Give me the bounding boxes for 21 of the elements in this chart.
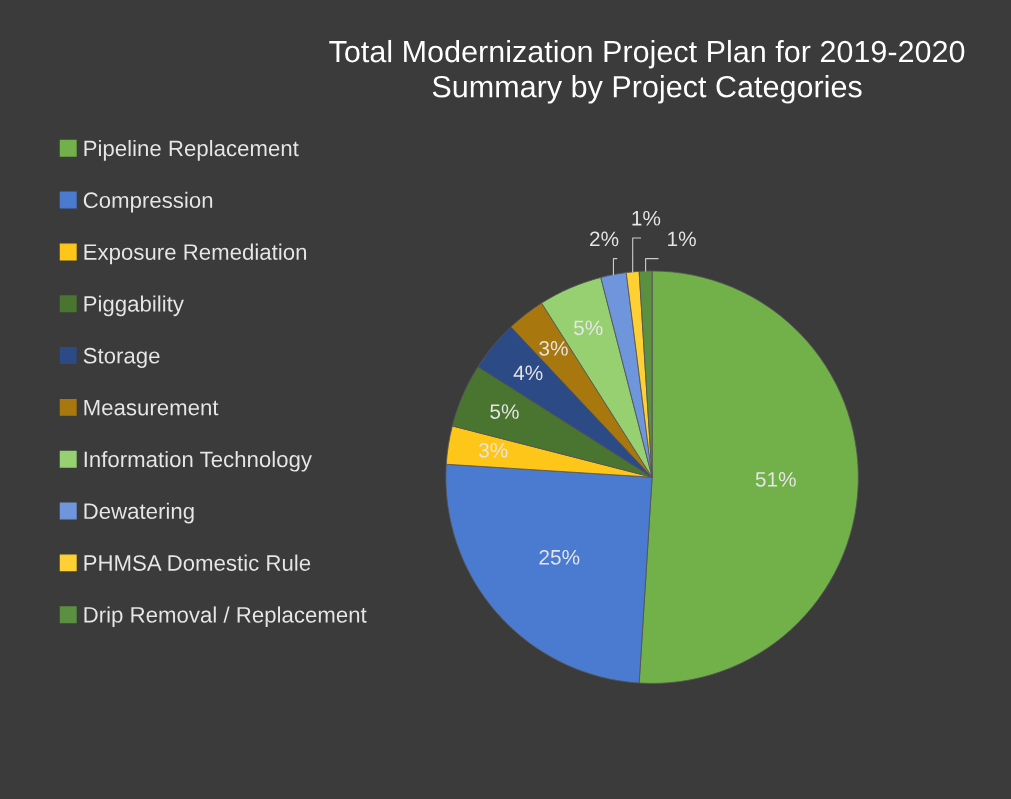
- legend-label: Pipeline Replacement: [84, 139, 299, 161]
- data-label: 5%: [490, 404, 519, 419]
- legend-label: Compression: [83, 191, 213, 213]
- data-label: 3%: [539, 340, 568, 356]
- data-label: 25%: [539, 549, 580, 565]
- legend-label: Dewatering: [84, 502, 194, 524]
- data-label: 2%: [590, 231, 619, 247]
- legend-label: Drip Removal / Replacement: [84, 606, 367, 628]
- chart-title: Total Modernization Project Plan for 2019-2020 Summary by Project Categories: [329, 39, 965, 104]
- data-label: 1%: [632, 210, 661, 226]
- legend-label: Exposure Remediation: [84, 243, 307, 265]
- data-label: 1%: [668, 231, 696, 247]
- legend-label: PHMSA Domestic Rule: [84, 554, 311, 571]
- data-label: 5%: [573, 320, 603, 336]
- data-label: 4%: [513, 365, 543, 381]
- legend-label: Piggability: [84, 295, 184, 317]
- data-label: 51%: [755, 472, 796, 487]
- data-label: 3%: [478, 442, 508, 458]
- legend-label: Measurement: [84, 399, 219, 416]
- legend-label: Information Technology: [84, 450, 312, 472]
- legend-label: Storage: [83, 347, 160, 368]
